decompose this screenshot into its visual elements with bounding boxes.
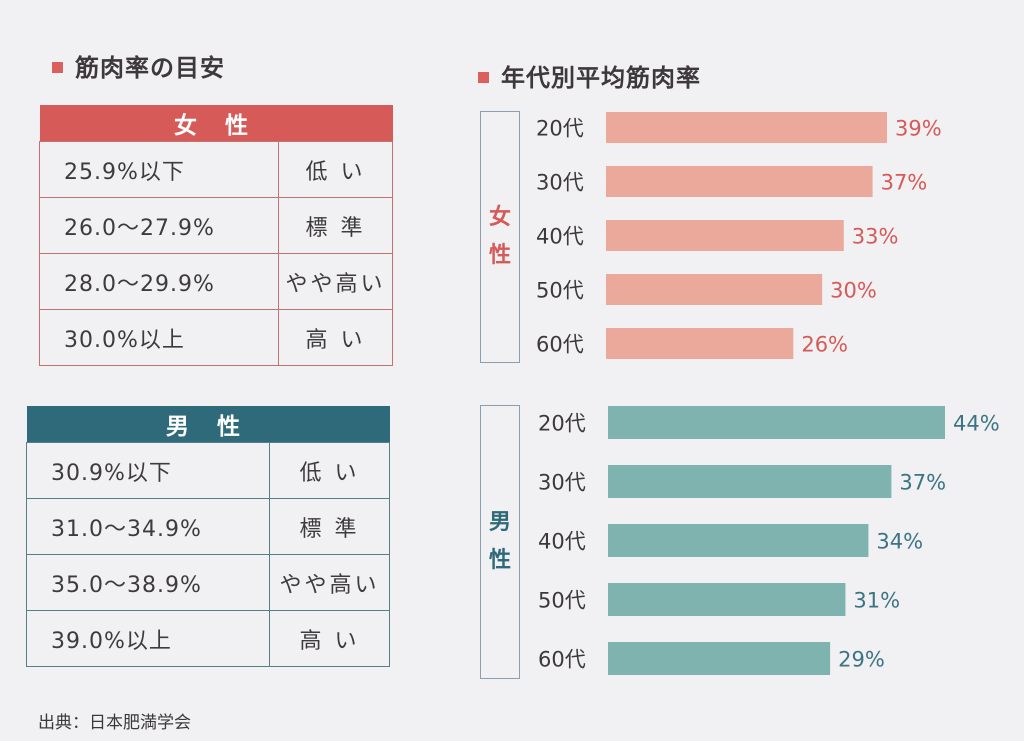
male-category-label: 40代 [538,530,586,554]
female-category-label: 60代 [536,333,584,357]
range-cell: 39.0%以上 [26,610,270,667]
table-row: 25.9%以下 低 い [39,141,393,198]
title-square-icon [52,61,63,73]
average-muscle-rate-title-text: 年代別平均筋肉率 [501,64,701,92]
male-bar [608,524,869,557]
male-bar [608,465,892,498]
male-value-label: 31% [853,589,900,613]
female-bar [606,220,844,251]
female-bar [606,274,823,305]
male-label-char: 性 [488,548,511,573]
female-category-label: 30代 [536,171,584,195]
male-guide-table: 男 性 30.9%以下 低 い 31.0〜34.9% 標 準 35.0〜38.9… [26,406,390,667]
female-category-label: 40代 [536,225,584,249]
table-row: 26.0〜27.9% 標 準 [39,197,393,254]
female-value-label: 39% [895,117,942,141]
male-value-label: 44% [953,412,1000,436]
level-cell: 高 い [278,309,393,366]
table-row: 39.0%以上 高 い [26,610,390,667]
male-category-label: 50代 [538,589,586,613]
male-bar [608,406,945,439]
female-category-label: 20代 [536,117,584,141]
male-value-label: 37% [899,471,946,495]
female-value-label: 33% [852,225,899,249]
title-square-icon [478,71,489,83]
male-chart-label: 男 性 [480,405,520,679]
male-value-label: 29% [838,648,885,672]
male-value-label: 34% [876,530,923,554]
table-row: 31.0〜34.9% 標 準 [26,498,390,555]
range-cell: 35.0〜38.9% [26,554,270,611]
male-bar [608,642,831,675]
level-cell: 標 準 [269,498,390,555]
female-chart-label: 女 性 [480,111,520,363]
female-label-char: 女 [488,205,511,230]
average-muscle-rate-title: 年代別平均筋肉率 [478,58,701,93]
female-category-label: 50代 [536,279,584,303]
male-bar [608,583,846,616]
female-label-char: 性 [488,243,511,268]
table-row: 30.0%以上 高 い [39,309,393,366]
male-category-label: 20代 [538,412,586,436]
source-note: 出典：日本肥満学会 [38,713,191,733]
range-cell: 31.0〜34.9% [26,498,270,555]
range-cell: 30.0%以上 [39,309,279,366]
female-table-header: 女 性 [39,105,393,142]
female-bar [606,166,873,197]
level-cell: 低 い [269,442,390,499]
male-table-header: 男 性 [26,406,390,443]
female-value-label: 26% [801,333,848,357]
female-bar [606,328,794,359]
male-category-label: 30代 [538,471,586,495]
level-cell: 標 準 [278,197,393,254]
muscle-rate-guide-title-text: 筋肉率の目安 [75,54,225,82]
table-row: 30.9%以下 低 い [26,442,390,499]
male-category-label: 60代 [538,648,586,672]
range-cell: 28.0〜29.9% [39,253,279,310]
male-label-char: 男 [488,510,511,535]
female-value-label: 37% [881,171,928,195]
female-bar [606,112,887,143]
level-cell: やや高い [269,554,390,611]
female-guide-table: 女 性 25.9%以下 低 い 26.0〜27.9% 標 準 28.0〜29.9… [39,105,393,366]
level-cell: 高 い [269,610,390,667]
muscle-rate-guide-title: 筋肉率の目安 [52,48,225,83]
female-value-label: 30% [830,279,877,303]
table-row: 35.0〜38.9% やや高い [26,554,390,611]
range-cell: 26.0〜27.9% [39,197,279,254]
